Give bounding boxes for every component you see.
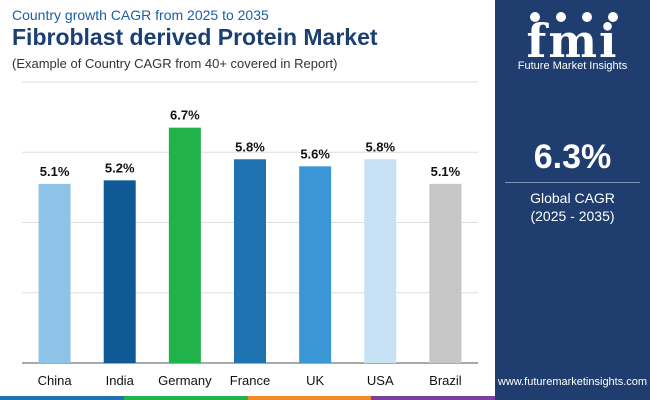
x-tick-label: UK xyxy=(306,373,324,388)
strip-segment xyxy=(0,396,124,400)
x-tick-label: France xyxy=(230,373,270,388)
strip-segment xyxy=(247,396,372,400)
x-tick-label: USA xyxy=(367,373,394,388)
x-tick-label: Germany xyxy=(158,373,212,388)
data-label: 5.8% xyxy=(235,139,265,154)
chart-subtitle: (Example of Country CAGR from 40+ covere… xyxy=(12,56,338,71)
bar-chart: 5.1% China 5.2% India 6.7% Germany 5.8% France 5… xyxy=(22,81,478,388)
global-cagr-period: (2025 - 2035) xyxy=(530,208,615,224)
x-tick-label: India xyxy=(106,373,135,388)
bar-brazil xyxy=(429,183,462,363)
strip-segment xyxy=(123,396,248,400)
chart-header: Country growth CAGR from 2025 to 2035 Fi… xyxy=(0,0,495,78)
fmi-logo: fmi Future Market Insights xyxy=(495,8,650,74)
global-cagr-value: 6.3% xyxy=(533,138,612,176)
data-label: 6.7% xyxy=(170,108,200,123)
summary-panel: fmi Future Market Insights 6.3% Global C… xyxy=(495,0,650,400)
strip-segment xyxy=(371,396,495,400)
bar-germany xyxy=(168,127,201,363)
data-label: 5.1% xyxy=(431,164,461,179)
data-label: 5.8% xyxy=(365,139,395,154)
kpi-divider xyxy=(505,182,640,183)
chart-title: Fibroblast derived Protein Market xyxy=(12,24,378,50)
bottom-color-strip xyxy=(0,396,495,400)
bar-uk xyxy=(299,166,332,363)
data-label: 5.1% xyxy=(40,164,70,179)
data-label: 5.6% xyxy=(300,146,330,161)
data-label: 5.2% xyxy=(105,160,135,175)
chart-supertitle: Country growth CAGR from 2025 to 2035 xyxy=(12,7,269,23)
bar-india xyxy=(103,180,136,363)
logo-icons xyxy=(530,12,618,22)
logo-tagline: Future Market Insights xyxy=(517,60,628,72)
logo-wordmark: fmi xyxy=(526,14,619,68)
global-cagr-label: Global CAGR xyxy=(530,190,615,206)
bar-france xyxy=(234,159,266,363)
bar-china xyxy=(38,183,71,363)
x-tick-label: China xyxy=(38,373,73,388)
x-tick-label: Brazil xyxy=(429,373,462,388)
bar-usa xyxy=(364,159,397,363)
website-url[interactable]: www.futuremarketinsights.com xyxy=(497,376,648,388)
